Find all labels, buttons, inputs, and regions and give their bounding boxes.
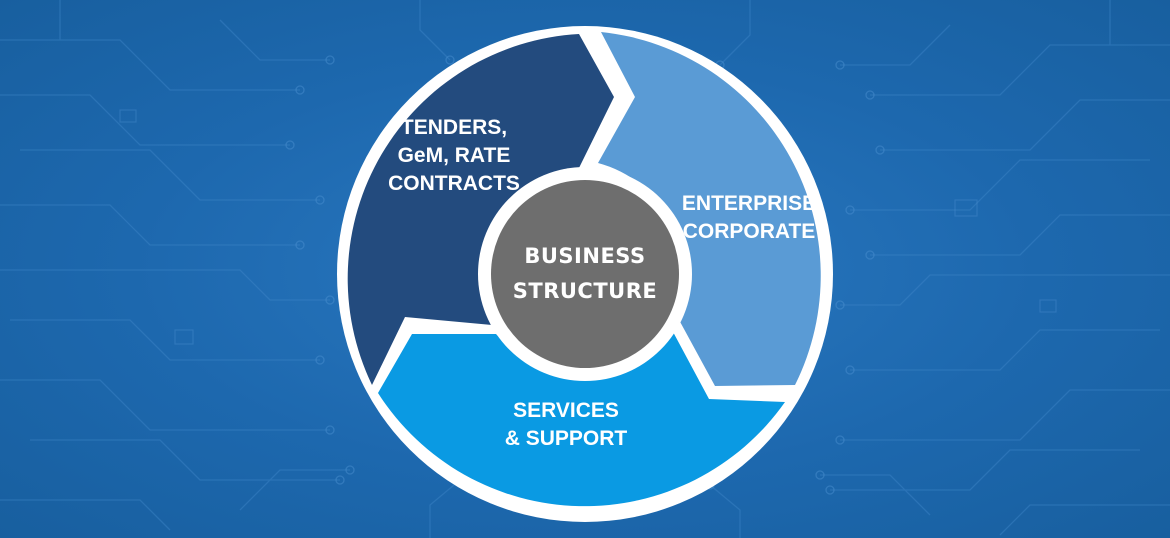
tenders-label-line1: TENDERS, <box>401 116 507 139</box>
center-label-line2: STRUCTURE <box>513 279 657 303</box>
segment-tenders[interactable] <box>347 34 614 385</box>
segment-services[interactable] <box>378 330 785 507</box>
center-label-line1: BUSINESS <box>524 244 645 268</box>
tenders-label-line2: GeM, RATE <box>398 144 511 167</box>
enterprise-label-line1: ENTERPRISE <box>682 192 816 215</box>
enterprise-label-line2: CORPORATE <box>683 220 816 243</box>
segment-enterprise[interactable] <box>598 32 821 386</box>
center-circle[interactable] <box>491 180 679 368</box>
tenders-label-line3: CONTRACTS <box>388 172 520 195</box>
services-label-line2: & SUPPORT <box>505 427 628 450</box>
services-label-line1: SERVICES <box>513 399 619 422</box>
